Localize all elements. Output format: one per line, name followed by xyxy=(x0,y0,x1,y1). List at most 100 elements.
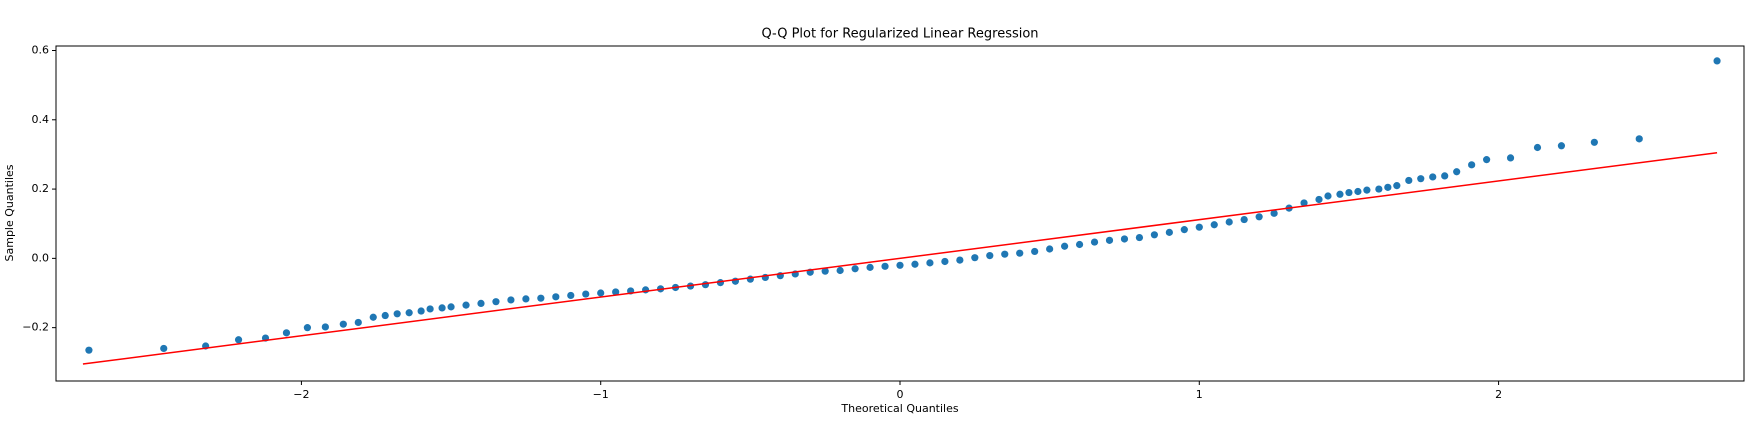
point xyxy=(1393,182,1401,190)
point xyxy=(1363,186,1371,194)
point xyxy=(1375,185,1383,193)
point xyxy=(597,289,605,297)
point xyxy=(1441,172,1449,180)
point xyxy=(1150,231,1158,239)
point xyxy=(1324,192,1332,200)
point xyxy=(321,323,329,331)
point xyxy=(1016,249,1024,257)
point xyxy=(447,303,455,311)
point xyxy=(896,261,904,269)
point xyxy=(1031,247,1039,256)
point xyxy=(1345,188,1353,197)
point xyxy=(492,298,500,306)
y-tick-label: 0.2 xyxy=(32,182,50,195)
point xyxy=(642,286,650,294)
point xyxy=(552,293,560,301)
point xyxy=(1483,156,1491,164)
point xyxy=(1195,223,1203,231)
point xyxy=(1713,57,1721,65)
x-axis-label: Theoretical Quantiles xyxy=(840,402,958,415)
point xyxy=(438,304,446,312)
point xyxy=(1635,135,1643,143)
point xyxy=(1225,218,1233,226)
point xyxy=(1240,215,1248,224)
point xyxy=(303,324,312,332)
point xyxy=(537,294,545,302)
x-tick-label: −2 xyxy=(293,388,309,401)
point xyxy=(1590,138,1598,146)
point xyxy=(1506,154,1515,162)
point xyxy=(160,344,168,353)
point xyxy=(1557,142,1566,150)
point xyxy=(1120,235,1129,243)
point xyxy=(426,305,434,313)
point xyxy=(234,336,243,344)
point xyxy=(369,313,377,321)
point xyxy=(1384,183,1392,191)
point xyxy=(836,266,844,275)
point xyxy=(339,320,347,328)
point xyxy=(1300,199,1308,207)
point xyxy=(1453,168,1461,176)
chart-title: Q-Q Plot for Regularized Linear Regressi… xyxy=(761,27,1038,42)
point xyxy=(1180,226,1188,234)
x-tick-label: 2 xyxy=(1495,388,1502,401)
point xyxy=(941,257,949,266)
point xyxy=(477,299,485,307)
point xyxy=(911,260,919,268)
y-tick-label: −0.2 xyxy=(22,321,49,334)
point xyxy=(1075,240,1084,249)
point xyxy=(1405,176,1413,185)
point xyxy=(1001,250,1009,258)
point xyxy=(1061,242,1069,250)
point xyxy=(507,296,515,304)
point xyxy=(926,259,934,267)
point xyxy=(1135,233,1144,242)
y-tick-label: 0.6 xyxy=(32,44,50,57)
x-tick-label: −1 xyxy=(593,388,609,401)
point xyxy=(393,310,401,318)
point xyxy=(851,265,859,273)
x-tick-label: 0 xyxy=(897,388,904,401)
axes-frame xyxy=(55,45,1745,382)
x-tick-label: 1 xyxy=(1196,388,1203,401)
point xyxy=(881,262,889,270)
point xyxy=(582,290,590,298)
fit-line xyxy=(82,151,1718,365)
point xyxy=(1270,209,1278,217)
point xyxy=(1533,143,1542,152)
point xyxy=(381,311,389,320)
point xyxy=(462,301,470,309)
y-axis-label: Sample Quantiles xyxy=(3,164,16,261)
point xyxy=(866,263,874,271)
point xyxy=(746,275,754,283)
point xyxy=(1468,161,1476,169)
y-tick-label: 0.0 xyxy=(32,251,50,264)
point xyxy=(567,291,575,300)
point xyxy=(1165,228,1173,236)
point xyxy=(354,318,362,327)
point xyxy=(612,288,620,296)
point xyxy=(1417,175,1425,183)
point xyxy=(986,251,994,260)
point xyxy=(1255,213,1263,221)
point xyxy=(1210,221,1218,229)
y-tick-label: 0.4 xyxy=(32,113,50,126)
point xyxy=(417,307,425,315)
point xyxy=(282,329,291,337)
point xyxy=(405,309,413,317)
point xyxy=(1090,238,1099,246)
point xyxy=(971,254,979,262)
point xyxy=(522,295,530,303)
point xyxy=(956,256,964,264)
point xyxy=(821,267,829,275)
point xyxy=(1105,236,1114,244)
point xyxy=(1336,190,1344,198)
point xyxy=(1429,173,1437,181)
point xyxy=(1315,195,1323,204)
point xyxy=(1354,187,1362,196)
point xyxy=(701,281,710,289)
point xyxy=(1046,245,1054,253)
point xyxy=(85,346,93,354)
